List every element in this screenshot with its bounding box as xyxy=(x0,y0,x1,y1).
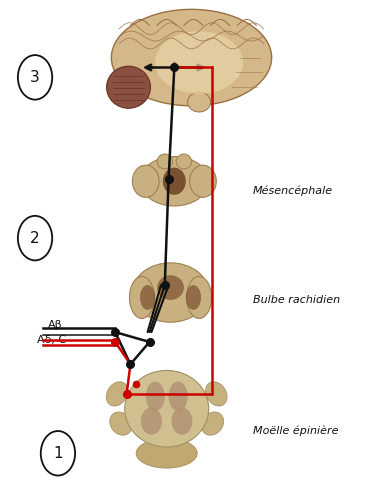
Ellipse shape xyxy=(169,381,188,411)
Ellipse shape xyxy=(141,408,162,434)
Ellipse shape xyxy=(188,92,211,112)
Ellipse shape xyxy=(125,371,209,447)
Ellipse shape xyxy=(176,154,192,169)
Ellipse shape xyxy=(111,9,272,106)
Ellipse shape xyxy=(187,276,211,318)
Ellipse shape xyxy=(157,154,172,169)
Text: 1: 1 xyxy=(53,446,63,461)
Ellipse shape xyxy=(163,168,186,195)
Circle shape xyxy=(18,55,52,100)
Ellipse shape xyxy=(201,412,224,435)
Text: Mésencéphale: Mésencéphale xyxy=(252,186,333,196)
Ellipse shape xyxy=(110,412,132,435)
Ellipse shape xyxy=(186,285,201,310)
Circle shape xyxy=(41,431,75,476)
Text: Aδ, C: Aδ, C xyxy=(37,334,66,345)
Ellipse shape xyxy=(172,408,192,434)
Ellipse shape xyxy=(106,66,151,108)
Text: Aβ: Aβ xyxy=(48,319,63,330)
Ellipse shape xyxy=(157,275,184,300)
Ellipse shape xyxy=(140,157,209,206)
Ellipse shape xyxy=(155,31,243,94)
Ellipse shape xyxy=(133,263,209,322)
Text: Moëlle épinière: Moëlle épinière xyxy=(252,426,338,436)
Text: Bulbe rachidien: Bulbe rachidien xyxy=(252,295,340,305)
Ellipse shape xyxy=(106,382,128,406)
Circle shape xyxy=(18,216,52,260)
Ellipse shape xyxy=(190,165,216,197)
Ellipse shape xyxy=(146,381,165,411)
Text: 3: 3 xyxy=(30,70,40,85)
Ellipse shape xyxy=(133,165,159,197)
Ellipse shape xyxy=(136,438,197,468)
Text: 2: 2 xyxy=(30,231,40,246)
Ellipse shape xyxy=(206,382,227,406)
Ellipse shape xyxy=(140,285,155,310)
Ellipse shape xyxy=(129,276,154,318)
